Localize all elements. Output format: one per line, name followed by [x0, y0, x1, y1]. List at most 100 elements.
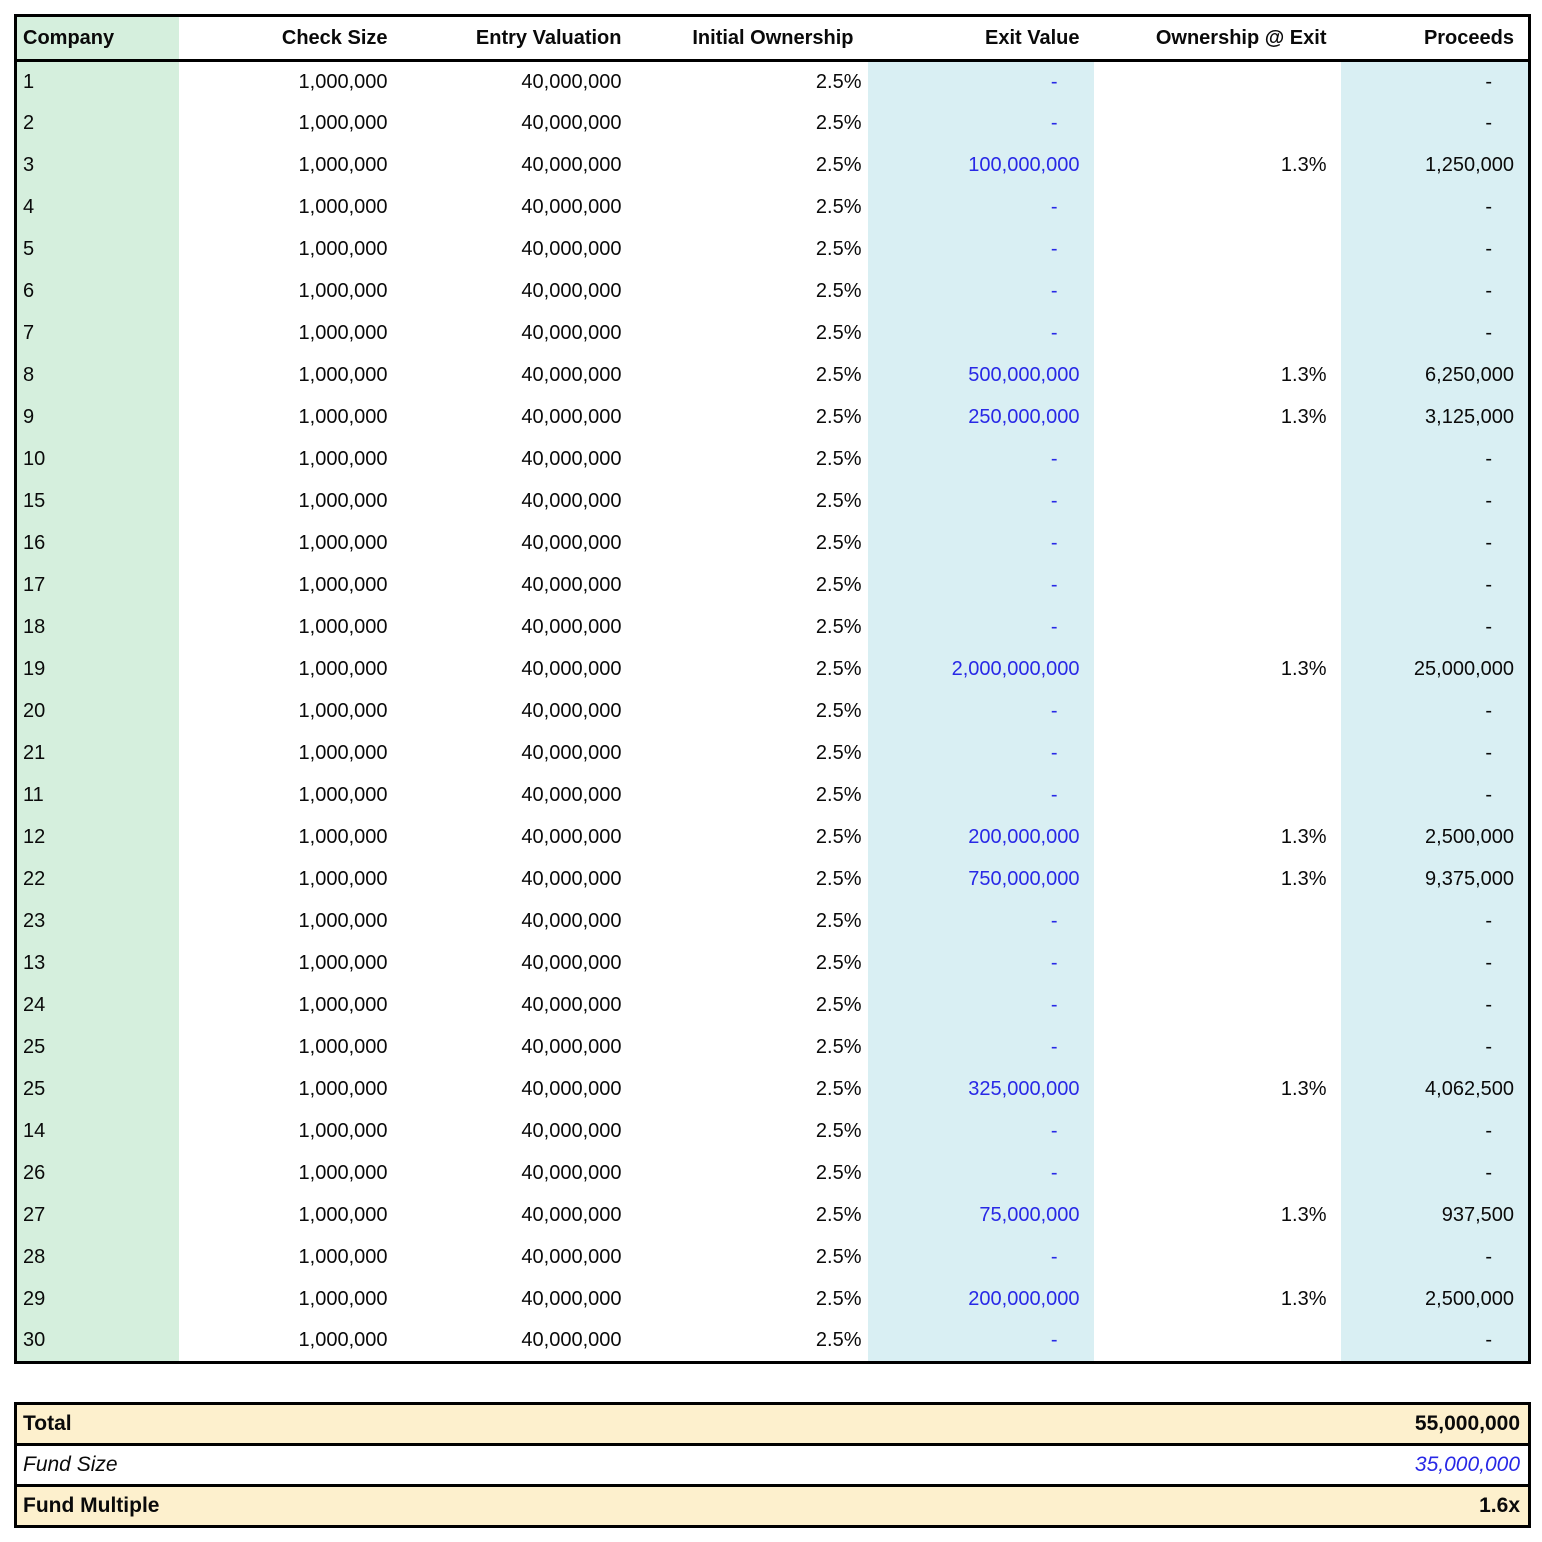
cell-check-size[interactable]: 1,000,000 [298, 532, 388, 554]
cell-ownership-at-exit[interactable] [1094, 775, 1341, 817]
cell-ownership-at-exit[interactable]: 1.3% [1280, 1078, 1327, 1100]
cell-proceeds[interactable]: - [1340, 60, 1530, 103]
cell-company[interactable]: 5 [15, 228, 179, 271]
cell-ownership-at-exit[interactable] [1094, 439, 1341, 481]
cell-proceeds[interactable]: - [1340, 564, 1530, 607]
cell-entry-valuation[interactable]: 40,000,000 [521, 1204, 622, 1226]
cell-entry-valuation[interactable]: 40,000,000 [521, 1078, 622, 1100]
total-value[interactable]: 55,000,000 [772, 1403, 1530, 1445]
cell-exit-value[interactable]: - [867, 186, 1094, 229]
cell-company[interactable]: 13 [15, 942, 179, 985]
cell-check-size[interactable]: 1,000,000 [298, 994, 388, 1016]
cell-exit-value[interactable]: - [867, 438, 1094, 481]
cell-exit-value[interactable]: - [867, 102, 1094, 145]
cell-initial-ownership[interactable]: 2.5% [815, 112, 862, 134]
cell-initial-ownership[interactable]: 2.5% [815, 910, 862, 932]
cell-initial-ownership[interactable]: 2.5% [815, 154, 862, 176]
cell-check-size[interactable]: 1,000,000 [298, 826, 388, 848]
cell-ownership-at-exit[interactable] [1094, 187, 1341, 229]
cell-ownership-at-exit[interactable] [1094, 901, 1341, 943]
cell-ownership-at-exit[interactable] [1094, 943, 1341, 985]
cell-ownership-at-exit[interactable]: 1.3% [1280, 406, 1327, 428]
cell-ownership-at-exit[interactable]: 1.3% [1280, 364, 1327, 386]
cell-entry-valuation[interactable]: 40,000,000 [521, 532, 622, 554]
cell-entry-valuation[interactable]: 40,000,000 [521, 154, 622, 176]
cell-company[interactable]: 19 [15, 648, 179, 691]
cell-initial-ownership[interactable]: 2.5% [815, 826, 862, 848]
cell-company[interactable]: 11 [15, 774, 179, 817]
cell-ownership-at-exit[interactable] [1094, 1237, 1341, 1279]
cell-exit-value[interactable]: - [867, 900, 1094, 943]
cell-check-size[interactable]: 1,000,000 [298, 1162, 388, 1184]
cell-proceeds[interactable]: - [1340, 480, 1530, 523]
cell-exit-value[interactable]: 500,000,000 [867, 354, 1094, 397]
cell-entry-valuation[interactable]: 40,000,000 [521, 616, 622, 638]
cell-proceeds[interactable]: - [1340, 270, 1530, 313]
cell-initial-ownership[interactable]: 2.5% [815, 1078, 862, 1100]
cell-exit-value[interactable]: - [867, 606, 1094, 649]
cell-proceeds[interactable]: - [1340, 1320, 1530, 1363]
cell-exit-value[interactable]: - [867, 774, 1094, 817]
cell-proceeds[interactable]: 2,500,000 [1340, 816, 1530, 859]
cell-proceeds[interactable]: - [1340, 606, 1530, 649]
cell-entry-valuation[interactable]: 40,000,000 [521, 70, 622, 93]
cell-company[interactable]: 4 [15, 186, 179, 229]
cell-exit-value[interactable]: 75,000,000 [867, 1194, 1094, 1237]
cell-entry-valuation[interactable]: 40,000,000 [521, 196, 622, 218]
cell-check-size[interactable]: 1,000,000 [298, 1120, 388, 1142]
cell-check-size[interactable]: 1,000,000 [298, 1329, 388, 1352]
cell-ownership-at-exit[interactable] [1094, 271, 1341, 313]
cell-ownership-at-exit[interactable]: 1.3% [1280, 1288, 1327, 1310]
cell-initial-ownership[interactable]: 2.5% [815, 1246, 862, 1268]
cell-check-size[interactable]: 1,000,000 [298, 700, 388, 722]
cell-company[interactable]: 8 [15, 354, 179, 397]
cell-check-size[interactable]: 1,000,000 [298, 742, 388, 764]
cell-entry-valuation[interactable]: 40,000,000 [521, 448, 622, 470]
cell-ownership-at-exit[interactable] [1094, 565, 1341, 607]
cell-ownership-at-exit[interactable] [1094, 733, 1341, 775]
cell-proceeds[interactable]: 3,125,000 [1340, 396, 1530, 439]
cell-company[interactable]: 26 [15, 1152, 179, 1195]
cell-exit-value[interactable]: 750,000,000 [867, 858, 1094, 901]
cell-entry-valuation[interactable]: 40,000,000 [521, 280, 622, 302]
cell-proceeds[interactable]: - [1340, 1236, 1530, 1279]
cell-check-size[interactable]: 1,000,000 [298, 238, 388, 260]
cell-exit-value[interactable]: - [867, 480, 1094, 523]
cell-exit-value[interactable]: - [867, 1236, 1094, 1279]
cell-check-size[interactable]: 1,000,000 [298, 784, 388, 806]
cell-company[interactable]: 30 [15, 1320, 179, 1363]
cell-initial-ownership[interactable]: 2.5% [815, 1329, 862, 1352]
cell-exit-value[interactable]: - [867, 1320, 1094, 1363]
cell-check-size[interactable]: 1,000,000 [298, 154, 388, 176]
cell-proceeds[interactable]: - [1340, 1026, 1530, 1069]
cell-check-size[interactable]: 1,000,000 [298, 280, 388, 302]
cell-check-size[interactable]: 1,000,000 [298, 574, 388, 596]
cell-company[interactable]: 2 [15, 102, 179, 145]
cell-company[interactable]: 21 [15, 732, 179, 775]
cell-ownership-at-exit[interactable] [1094, 1321, 1341, 1363]
cell-exit-value[interactable]: - [867, 60, 1094, 103]
cell-proceeds[interactable]: - [1340, 186, 1530, 229]
cell-initial-ownership[interactable]: 2.5% [815, 1204, 862, 1226]
cell-company[interactable]: 16 [15, 522, 179, 565]
cell-company[interactable]: 17 [15, 564, 179, 607]
cell-entry-valuation[interactable]: 40,000,000 [521, 1120, 622, 1142]
cell-check-size[interactable]: 1,000,000 [298, 868, 388, 890]
cell-company[interactable]: 23 [15, 900, 179, 943]
cell-check-size[interactable]: 1,000,000 [298, 1246, 388, 1268]
cell-proceeds[interactable]: 1,250,000 [1340, 144, 1530, 187]
cell-company[interactable]: 3 [15, 144, 179, 187]
cell-initial-ownership[interactable]: 2.5% [815, 448, 862, 470]
cell-entry-valuation[interactable]: 40,000,000 [521, 868, 622, 890]
cell-ownership-at-exit[interactable]: 1.3% [1280, 154, 1327, 176]
cell-entry-valuation[interactable]: 40,000,000 [521, 322, 622, 344]
cell-entry-valuation[interactable]: 40,000,000 [521, 910, 622, 932]
cell-check-size[interactable]: 1,000,000 [298, 196, 388, 218]
cell-exit-value[interactable]: 325,000,000 [867, 1068, 1094, 1111]
cell-ownership-at-exit[interactable] [1094, 61, 1341, 103]
cell-initial-ownership[interactable]: 2.5% [815, 322, 862, 344]
cell-exit-value[interactable]: - [867, 564, 1094, 607]
cell-proceeds[interactable]: - [1340, 438, 1530, 481]
cell-ownership-at-exit[interactable] [1094, 1111, 1341, 1153]
cell-exit-value[interactable]: - [867, 690, 1094, 733]
